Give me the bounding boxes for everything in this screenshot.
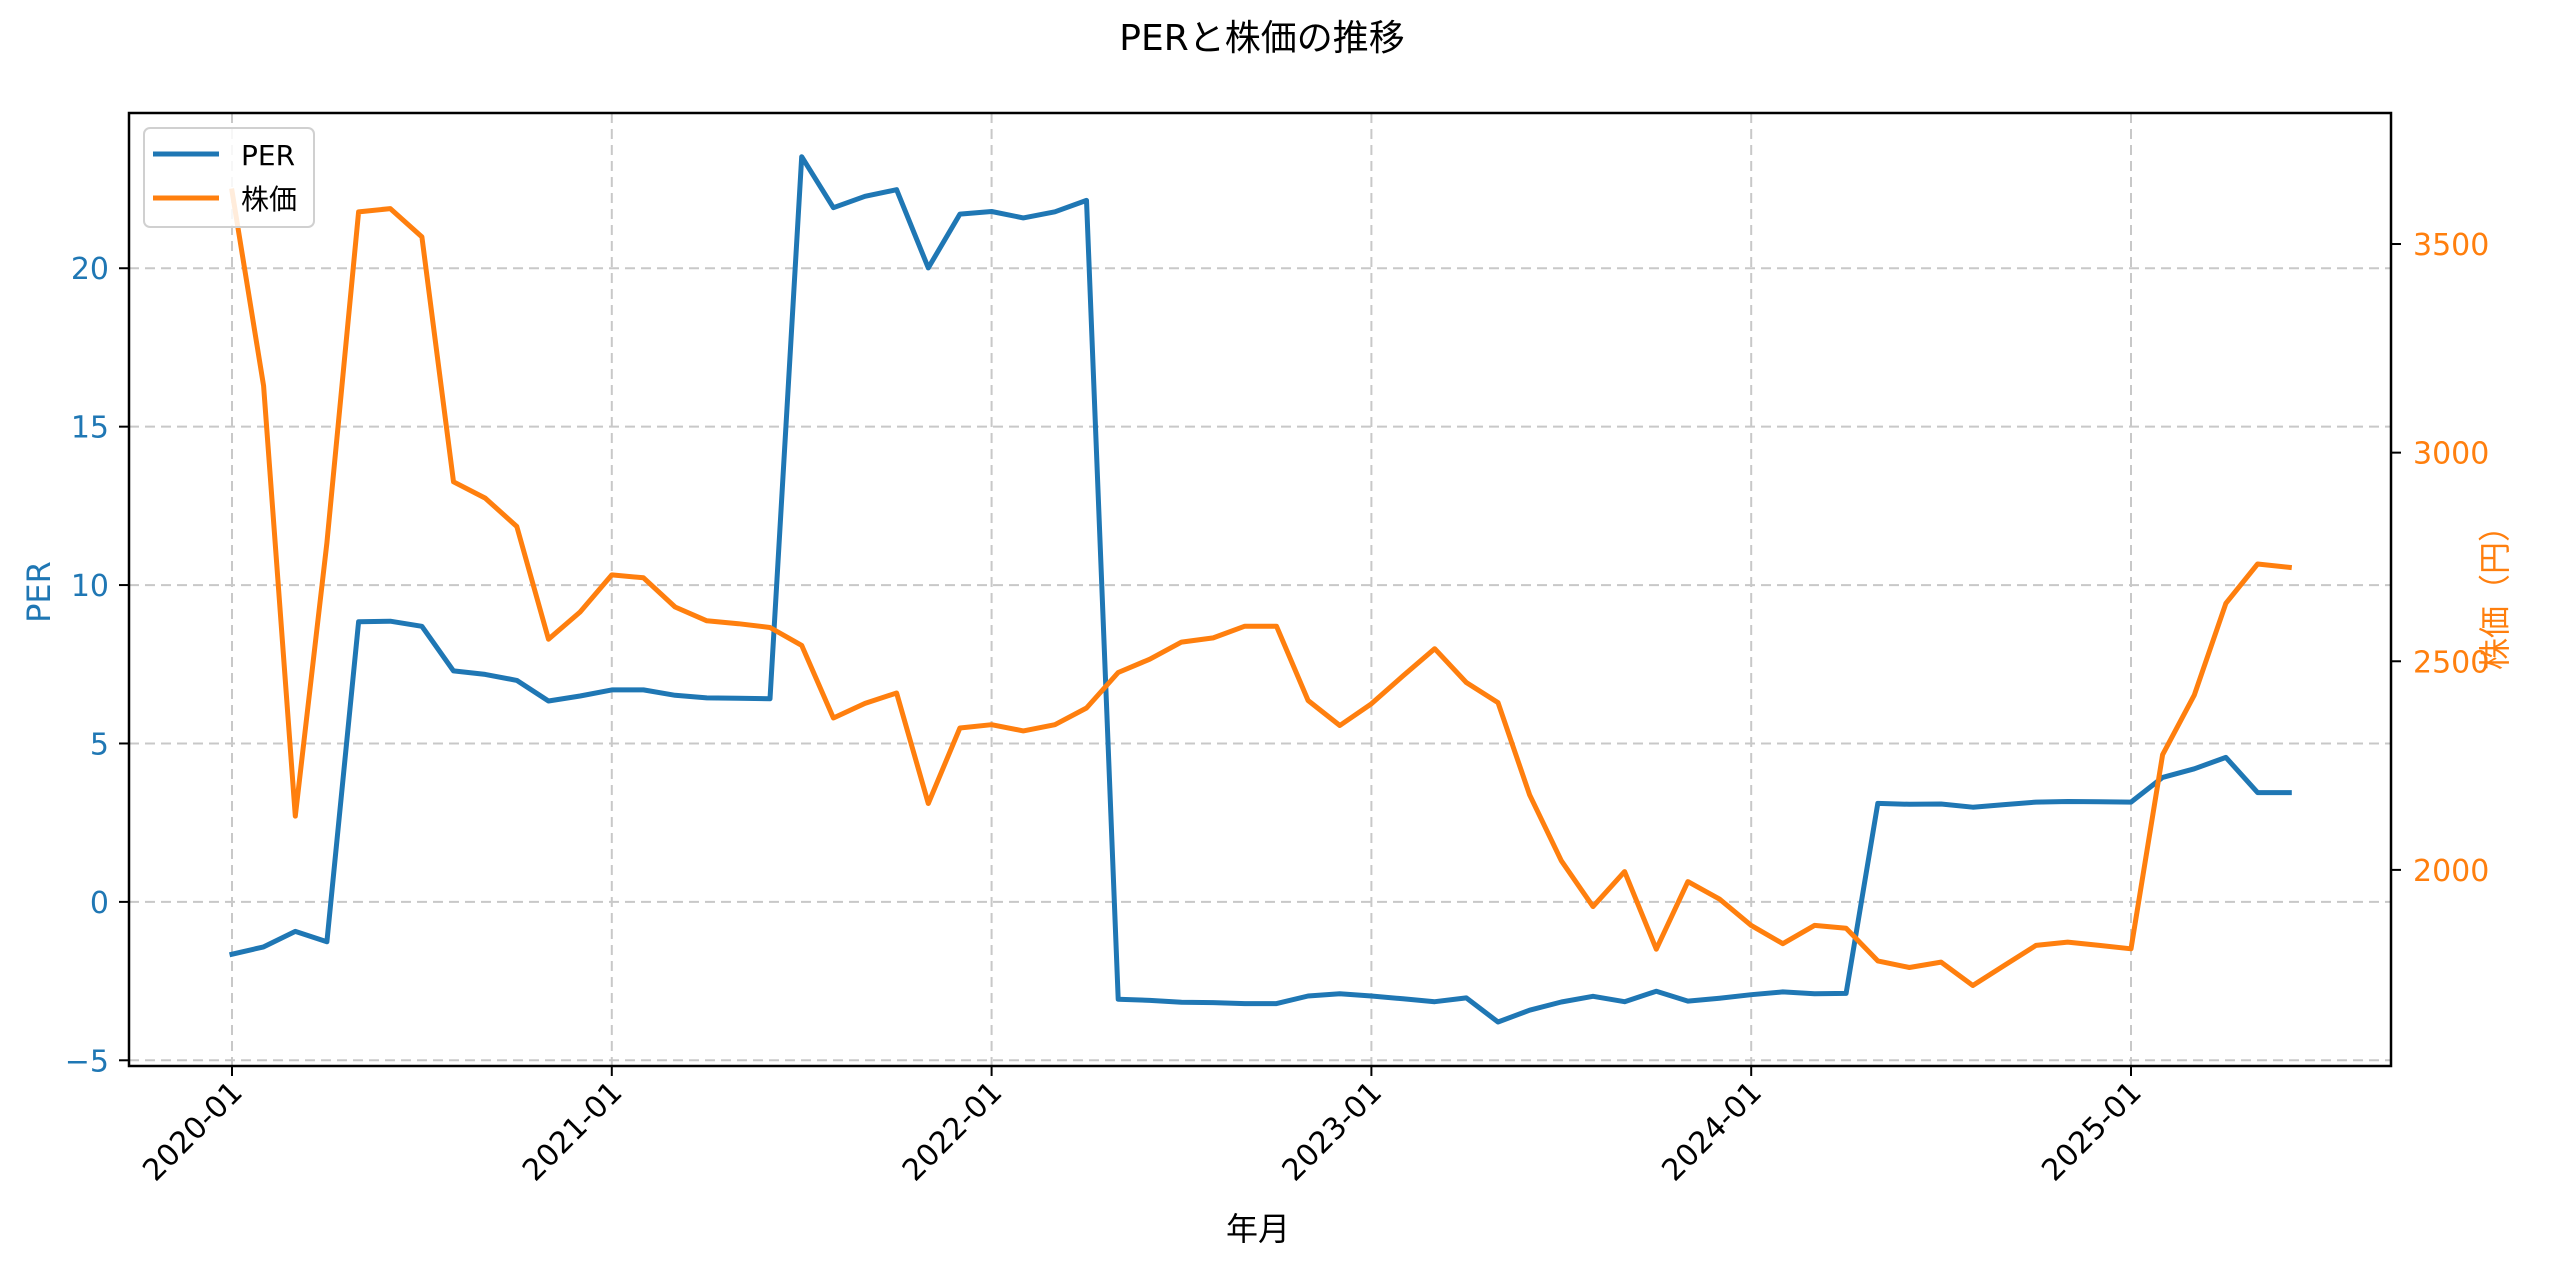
grid-lines: [129, 113, 2391, 1066]
x-axis-label: 年月: [1226, 1210, 1290, 1248]
left-tick-label: 15: [71, 411, 109, 446]
y-axis-label-right: 株価（円）: [2476, 510, 2514, 670]
legend-price-label: 株価: [241, 183, 297, 216]
right-tick-label: 2500: [2413, 645, 2489, 680]
price-line: [229, 188, 2293, 988]
right-tick-label: 3000: [2413, 437, 2489, 472]
left-tick-label: 10: [71, 569, 109, 604]
axes-frame: [127, 111, 2393, 1068]
right-tick-label: 2000: [2413, 854, 2489, 889]
legend-per-label: PER: [241, 139, 295, 172]
y-axis-label-left: PER: [20, 561, 58, 623]
per-line: [229, 154, 2292, 1025]
plot-series: [229, 154, 2293, 1025]
left-y-axis: −5 0 5 10 15 20: [65, 252, 129, 1079]
chart-title: PERと株価の推移: [1119, 18, 1404, 59]
left-tick-label: 20: [71, 252, 109, 287]
left-tick-label: −5: [65, 1044, 109, 1079]
right-tick-label: 3500: [2413, 228, 2489, 263]
right-y-axis: 2000 2500 3000 3500: [2391, 228, 2489, 889]
legend: PER 株価: [143, 127, 315, 228]
left-tick-label: 5: [90, 727, 109, 762]
left-tick-label: 0: [90, 886, 109, 921]
